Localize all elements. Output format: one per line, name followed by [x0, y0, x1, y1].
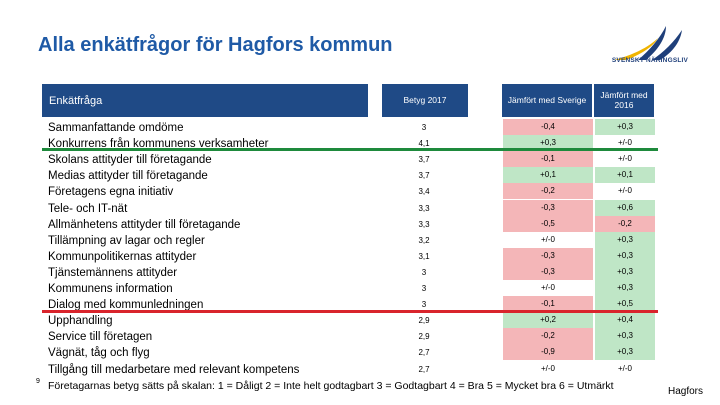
- year-comparison: +/-0: [595, 183, 655, 200]
- sverige-comparison: -0,1: [503, 151, 593, 168]
- table-row: Skolans attityder till företagande 3,7 -0,…: [48, 151, 658, 168]
- betyg-value: 3: [421, 123, 427, 132]
- sverige-comparison: +/-0: [503, 231, 593, 248]
- sverige-comparison: +0,2: [503, 312, 593, 329]
- table-row: Service till företagen 2,9 -0,2 +0,3: [48, 328, 658, 345]
- betyg-value: 3,7: [418, 155, 430, 165]
- question-label: Vägnät, tåg och flyg: [48, 347, 150, 360]
- red-divider: [42, 310, 658, 313]
- question-label: Kommunens information: [48, 283, 173, 295]
- sverige-comparison: +0,1: [503, 167, 593, 184]
- question-label: Service till företagen: [48, 331, 153, 344]
- question-label: Tele- och IT-nät: [48, 202, 128, 215]
- betyg-value: 3: [421, 300, 427, 310]
- question-label: Medias attityder till företagande: [48, 170, 208, 183]
- question-label: Kommunpolitikernas attityder: [48, 250, 197, 263]
- header-question: Enkätfråga: [42, 84, 368, 117]
- sverige-comparison: -0,5: [503, 215, 593, 232]
- svenskt-naringsliv-logo-icon: [614, 26, 682, 60]
- sverige-comparison: -0,3: [503, 199, 593, 216]
- betyg-value: 3,1: [418, 251, 430, 261]
- year-comparison: +0,3: [595, 247, 655, 264]
- year-comparison: +0,3: [595, 280, 655, 296]
- question-label: Sammanfattande omdöme: [48, 122, 184, 134]
- year-comparison: +/-0: [595, 135, 655, 152]
- question-label: Allmänhetens attityder till företagande: [48, 218, 241, 231]
- sverige-comparison: +/-0: [503, 280, 593, 296]
- betyg-value: 3: [421, 267, 427, 277]
- sverige-comparison: -0,3: [503, 247, 593, 264]
- betyg-value: 3,4: [418, 187, 430, 197]
- table-row: Upphandling 2,9 +0,2 +0,4: [48, 312, 658, 329]
- footnote-text: Företagarnas betyg sätts på skalan: 1 = …: [48, 380, 614, 392]
- question-label: Dialog med kommunledningen: [48, 299, 204, 312]
- table-row: Tele- och IT-nät 3,3 -0,3 +0,6: [48, 199, 658, 216]
- table-row: Vägnät, tåg och flyg 2,7 -0,9 +0,3: [48, 344, 658, 361]
- sverige-comparison: -0,3: [503, 263, 593, 280]
- sverige-comparison: +/-0: [503, 360, 593, 377]
- header-sverige: Jämfört med Sverige: [502, 84, 592, 117]
- table-row: Tjänstemännens attityder 3 -0,3 +0,3: [48, 263, 658, 280]
- header-2016: Jämfört med 2016: [594, 84, 654, 117]
- year-comparison: +0,3: [595, 263, 655, 280]
- year-comparison: +0,4: [595, 312, 655, 329]
- year-comparison: +0,3: [595, 328, 655, 345]
- header-betyg: Betyg 2017: [382, 84, 468, 117]
- green-divider: [42, 148, 658, 151]
- table-row: Kommunpolitikernas attityder 3,1 -0,3 +0,3: [48, 247, 658, 264]
- question-label: Upphandling: [48, 315, 113, 328]
- table-row: Tillämpning av lagar och regler 3,2 +/-0 +0…: [48, 231, 658, 248]
- betyg-value: 3,2: [418, 235, 430, 245]
- question-label: Företagens egna initiativ: [48, 186, 174, 199]
- betyg-value: 2,7: [418, 364, 430, 374]
- year-comparison: +/-0: [595, 151, 655, 168]
- year-comparison: +0,3: [595, 231, 655, 248]
- question-label: Tillgång till medarbetare med relevant k…: [48, 363, 300, 376]
- sverige-comparison: -0,2: [503, 183, 593, 200]
- year-comparison: +/-0: [595, 360, 655, 377]
- year-comparison: -0,2: [595, 215, 655, 232]
- year-comparison: +0,5: [595, 296, 655, 313]
- betyg-value: 3,7: [418, 171, 430, 181]
- betyg-value: 2,7: [418, 348, 430, 358]
- logo-text: SVENSKT NÄRINGSLIV: [611, 57, 689, 64]
- table-row: Allmänhetens attityder till företagande 3…: [48, 215, 658, 232]
- question-label: Tjänstemännens attityder: [48, 266, 178, 279]
- betyg-value: 3: [421, 284, 427, 293]
- year-comparison: +0,1: [595, 167, 655, 184]
- betyg-value: 3,3: [418, 203, 430, 213]
- brand-label: Hagfors: [668, 386, 704, 397]
- table-row: Medias attityder till företagande 3,7 +0,1…: [48, 167, 658, 184]
- betyg-value: 4,1: [418, 139, 430, 149]
- sverige-comparison: -0,4: [503, 119, 593, 135]
- betyg-value: 2,9: [418, 332, 430, 342]
- year-comparison: +0,3: [595, 119, 655, 135]
- year-comparison: +0,6: [595, 199, 655, 216]
- table-row: Sammanfattande omdöme 3 -0,4 +0,3: [48, 119, 658, 135]
- sverige-comparison: -0,9: [503, 344, 593, 361]
- footnote: 9 Företagarnas betyg sätts på skalan: 1 …: [36, 378, 614, 392]
- table-row: Konkurrens från kommunens verksamheter 4,…: [48, 135, 658, 152]
- page-title: Alla enkätfrågor för Hagfors kommun: [38, 34, 393, 56]
- question-label: Konkurrens från kommunens verksamheter: [48, 138, 269, 151]
- table-row: Tillgång till medarbetare med relevant k…: [48, 360, 658, 377]
- year-comparison: +0,3: [595, 344, 655, 361]
- question-label: Tillämpning av lagar och regler: [48, 234, 205, 247]
- table-row: Företagens egna initiativ 3,4 -0,2 +/-0: [48, 183, 658, 200]
- table-row: Dialog med kommunledningen 3 -0,1 +0,5: [48, 296, 658, 313]
- table-row: Kommunens information 3 +/-0 +0,3: [48, 280, 658, 296]
- footnote-number: 9: [36, 378, 40, 385]
- sverige-comparison: -0,2: [503, 328, 593, 345]
- sverige-comparison: -0,1: [503, 296, 593, 313]
- betyg-value: 2,9: [418, 316, 430, 326]
- sverige-comparison: +0,3: [503, 135, 593, 152]
- betyg-value: 3,3: [418, 219, 430, 229]
- question-label: Skolans attityder till företagande: [48, 154, 212, 167]
